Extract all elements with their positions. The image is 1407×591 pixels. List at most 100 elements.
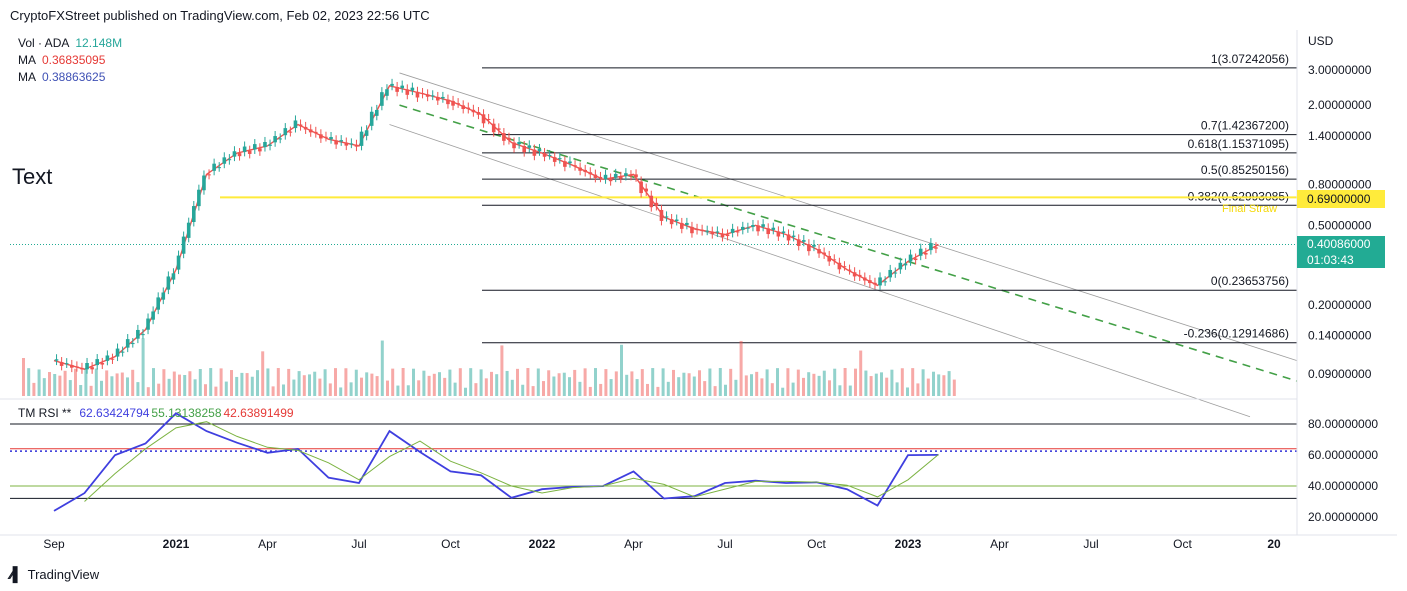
price-candle [283,128,288,136]
time-tick-label: 2022 [529,537,556,551]
price-candle [273,136,277,143]
price-candle [415,91,420,98]
volume-bar [713,386,717,396]
vol-legend-value: 12.148M [75,36,123,50]
volume-bar [510,379,514,396]
volume-bar [760,378,764,396]
price-candle [903,263,908,266]
price-candle [502,133,506,141]
volume-bar [380,340,384,396]
price-candle [913,258,918,261]
axes: 3.00000000 2.00000000 1.40000000 0.80000000… [0,30,1397,551]
price-candle [542,153,547,157]
volume-bar [552,376,556,396]
volume-bar [609,379,613,396]
price-candle [466,107,471,110]
price-candle [588,172,593,175]
volume-bar [250,376,254,396]
volume-bar [328,383,332,396]
tradingview-logo[interactable]: ⁄⁄▌ TradingView [10,566,99,582]
price-candle [202,175,206,191]
volume-bar [401,368,405,396]
volume-bar [27,368,31,396]
volume-bar [724,384,727,396]
price-candle [822,252,826,255]
annotation-text[interactable]: Text [12,164,53,189]
volume-bar [349,382,353,396]
price-candle [644,188,649,192]
price-candle [171,273,176,280]
volume-bar [921,369,925,396]
vol-legend: Vol · ADA 12.148M [18,36,128,50]
volume-bar [807,372,811,396]
volume-bar [651,368,655,396]
volume-bar [110,376,114,396]
price-candle [512,142,516,149]
rsi-legend-v2: 55.13138258 [151,406,222,420]
price-candle [700,229,704,232]
price-candle [120,351,125,353]
ma2-legend-label: MA [18,70,36,84]
volume-bar [916,383,920,396]
volume-bar [770,383,774,396]
price-candle [64,363,69,365]
price-candle [278,138,283,140]
volume-bar [48,372,51,396]
volume-bar [188,371,192,396]
time-tick-label: Jul [351,537,366,551]
price-candle [344,142,349,146]
price-candle [151,311,155,320]
volume-bar [744,375,748,396]
price-candle [369,111,374,126]
price-candle [837,262,842,270]
price-candle [319,134,323,139]
price-candle [146,318,150,330]
price-candle [258,148,262,152]
volume-bar [750,374,753,396]
rsi-legend-v1: 62.63424794 [79,406,150,420]
volume-bar [677,377,681,396]
volume-bar [126,377,129,396]
price-candle [197,189,201,207]
volume-bar [547,370,551,396]
volume-bar [406,385,410,396]
price-candle [451,100,455,106]
volume-bar [672,369,675,396]
time-tick-label: Oct [807,537,826,551]
volume-bar [536,368,540,396]
price-candle [756,225,760,232]
volume-bar [479,369,483,396]
volume-bar [344,368,348,396]
volume-bar [822,370,826,396]
price-candle [908,254,913,262]
price-candle [771,227,776,230]
price-candle [441,96,445,99]
volume-bar [484,378,488,396]
price-candle [918,248,923,256]
rsi-legend: TM RSI ** 62.63424794 55.13138258 42.638914… [18,406,302,420]
price-candle [313,131,318,134]
price-candle [735,231,740,233]
fib-level-label: 0.7(1.42367200) [1201,119,1289,133]
volume-bar [245,373,249,396]
price-candle [868,280,872,284]
price-candle [156,297,161,310]
price-candle [527,145,532,148]
price-candle [537,149,542,152]
price-candle [593,174,598,178]
price-candle [557,158,562,160]
price-candle [476,112,481,115]
price-candle [324,136,328,138]
fib-level-label: -0.236(0.12914686) [1184,327,1289,341]
price-candle [69,364,74,368]
price-candle [247,150,252,154]
tradingview-logo-icon: ⁄⁄▌ [10,566,23,582]
price-candle [695,228,699,231]
price-candle [522,146,527,153]
rsi-tick-label: 80.00000000 [1308,417,1378,431]
price-candle [812,244,816,247]
price-candle [374,109,379,116]
volume-bar [209,368,213,396]
price-candle [288,131,293,133]
